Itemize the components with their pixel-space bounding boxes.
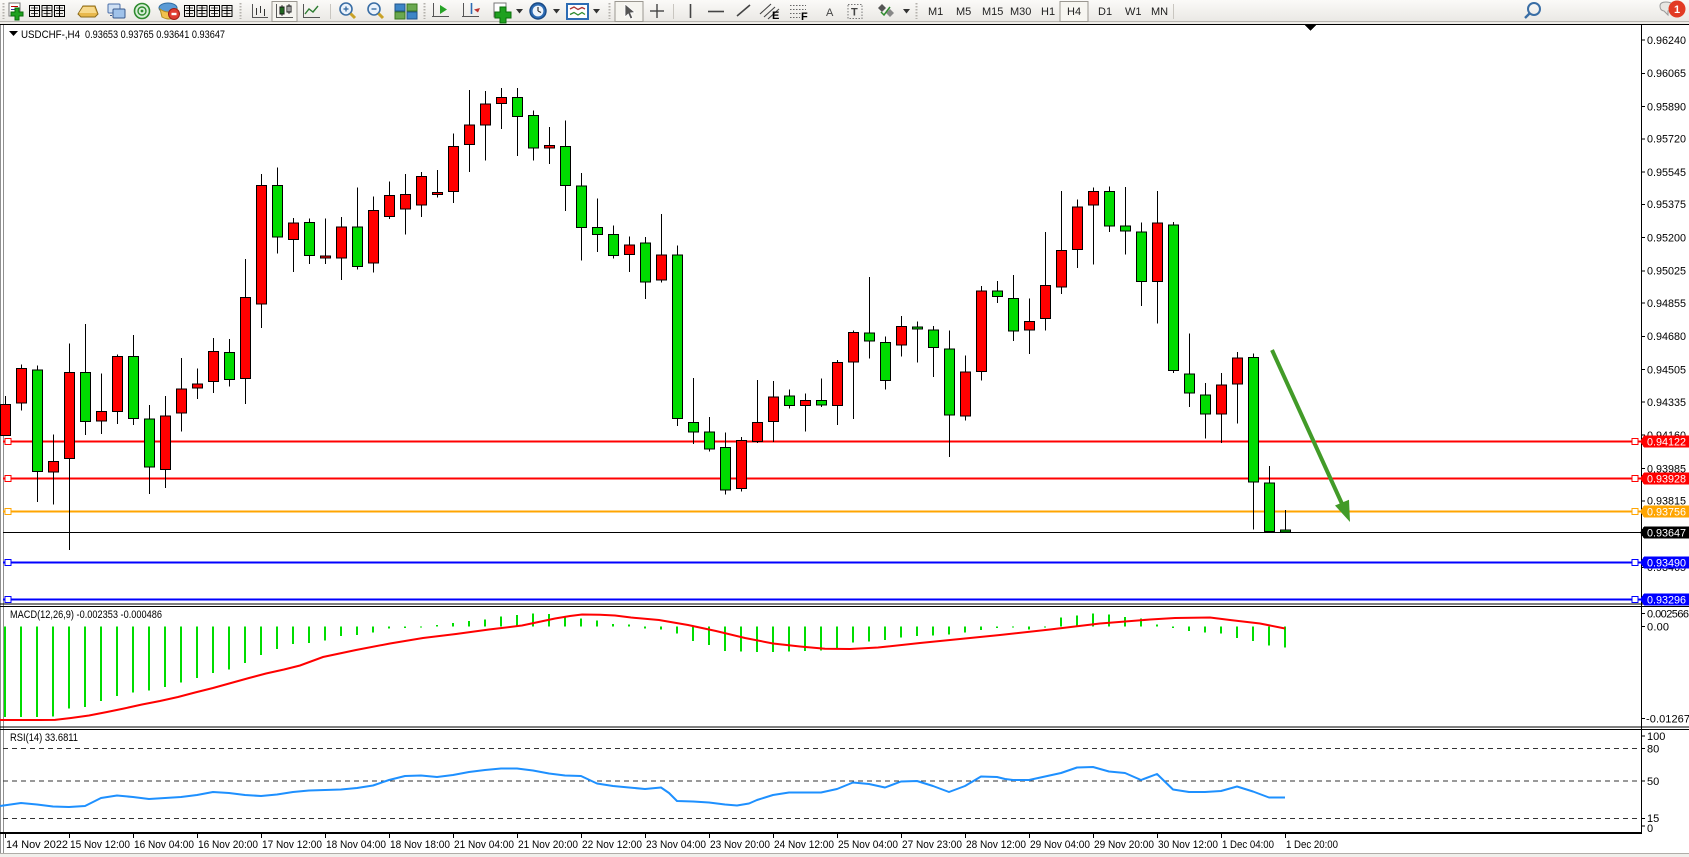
svg-text:27 Nov 23:00: 27 Nov 23:00 [902,839,962,851]
svg-text:USDCHF-,H4: USDCHF-,H4 [21,29,80,41]
svg-text:50: 50 [1647,776,1659,788]
svg-text:MACD(12,26,9) -0.002353 -0.000: MACD(12,26,9) -0.002353 -0.000486 [10,609,162,621]
svg-text:29 Nov 20:00: 29 Nov 20:00 [1094,839,1154,851]
svg-text:23 Nov 04:00: 23 Nov 04:00 [646,839,706,851]
svg-text:D1: D1 [1098,6,1112,18]
svg-text:30 Nov 12:00: 30 Nov 12:00 [1158,839,1218,851]
svg-text:23 Nov 20:00: 23 Nov 20:00 [710,839,770,851]
svg-text:0.93815: 0.93815 [1647,496,1686,508]
svg-text:29 Nov 04:00: 29 Nov 04:00 [1030,839,1090,851]
svg-text:0.95025: 0.95025 [1647,266,1686,278]
svg-text:H4: H4 [1067,6,1081,18]
svg-text:0.94680: 0.94680 [1647,331,1686,343]
svg-text:0.93756: 0.93756 [1647,506,1686,518]
svg-text:1 Dec 20:00: 1 Dec 20:00 [1286,839,1338,851]
svg-text:-0.01267: -0.01267 [1646,713,1689,725]
svg-text:18 Nov 18:00: 18 Nov 18:00 [390,839,450,851]
svg-text:80: 80 [1647,744,1659,756]
svg-text:0.93647: 0.93647 [1647,527,1686,539]
svg-text:0.93296: 0.93296 [1647,594,1686,606]
svg-text:W1: W1 [1125,6,1142,18]
svg-text:M30: M30 [1010,6,1031,18]
svg-text:0.94122: 0.94122 [1647,436,1686,448]
svg-text:0.00: 0.00 [1647,621,1669,633]
svg-text:M1: M1 [928,6,943,18]
svg-text:0.96065: 0.96065 [1647,68,1686,80]
svg-text:E: E [772,10,779,22]
svg-text:0.002566: 0.002566 [1647,608,1689,620]
svg-text:0.93985: 0.93985 [1647,463,1686,475]
svg-text:0.93928: 0.93928 [1647,473,1686,485]
svg-text:21 Nov 20:00: 21 Nov 20:00 [518,839,578,851]
svg-text:0.96240: 0.96240 [1647,35,1686,47]
svg-text:0.94335: 0.94335 [1647,397,1686,409]
svg-text:F: F [801,11,808,23]
svg-text:M5: M5 [956,6,971,18]
svg-text:0.95375: 0.95375 [1647,199,1686,211]
svg-text:1 Dec 04:00: 1 Dec 04:00 [1222,839,1274,851]
svg-text:15 Nov 12:00: 15 Nov 12:00 [70,839,130,851]
svg-text:RSI(14) 33.6811: RSI(14) 33.6811 [10,732,78,744]
svg-text:0.95545: 0.95545 [1647,167,1686,179]
svg-text:0.93653 0.93765 0.93641 0.9364: 0.93653 0.93765 0.93641 0.93647 [85,29,225,41]
svg-text:0.94505: 0.94505 [1647,365,1686,377]
svg-text:16 Nov 04:00: 16 Nov 04:00 [134,839,194,851]
svg-text:1: 1 [1674,4,1680,16]
svg-text:0.93490: 0.93490 [1647,557,1686,569]
svg-text:14 Nov 2022: 14 Nov 2022 [6,839,68,851]
svg-text:M15: M15 [982,6,1003,18]
svg-text:15: 15 [1647,813,1659,825]
svg-text:H1: H1 [1041,6,1055,18]
svg-text:21 Nov 04:00: 21 Nov 04:00 [454,839,514,851]
svg-text:28 Nov 12:00: 28 Nov 12:00 [966,839,1026,851]
svg-text:18 Nov 04:00: 18 Nov 04:00 [326,839,386,851]
svg-text:24 Nov 12:00: 24 Nov 12:00 [774,839,834,851]
svg-text:0.95890: 0.95890 [1647,101,1686,113]
svg-text:T: T [851,7,858,19]
svg-text:16 Nov 20:00: 16 Nov 20:00 [198,839,258,851]
svg-text:0.95720: 0.95720 [1647,134,1686,146]
svg-text:25 Nov 04:00: 25 Nov 04:00 [838,839,898,851]
svg-text:0.95200: 0.95200 [1647,232,1686,244]
svg-text:0.94855: 0.94855 [1647,298,1686,310]
svg-text:100: 100 [1647,731,1665,743]
svg-text:A: A [826,7,834,19]
svg-text:MN: MN [1151,6,1168,18]
svg-text:22 Nov 12:00: 22 Nov 12:00 [582,839,642,851]
svg-text:0: 0 [1647,823,1653,835]
svg-text:17 Nov 12:00: 17 Nov 12:00 [262,839,322,851]
